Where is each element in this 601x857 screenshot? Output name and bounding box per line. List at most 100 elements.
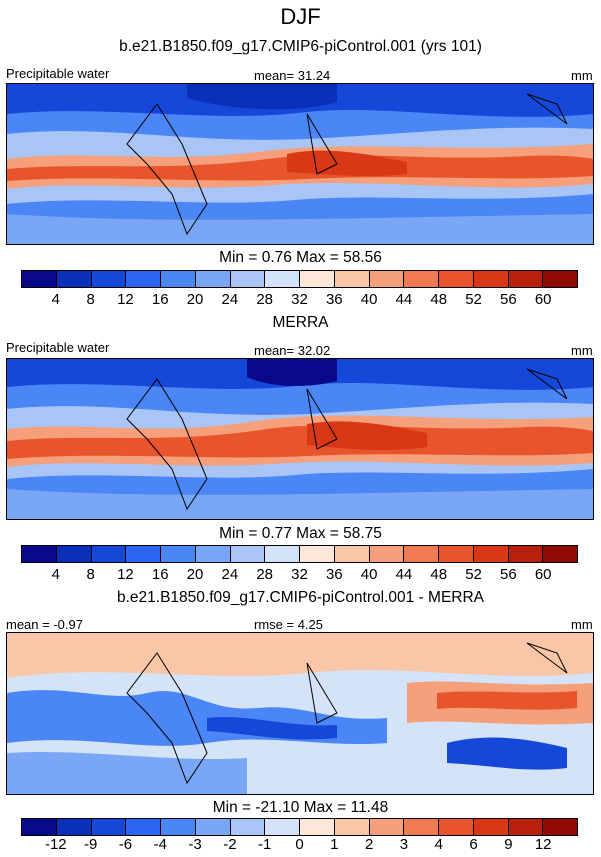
figure-title: DJF	[280, 4, 321, 29]
colorbar-box	[543, 546, 577, 562]
colorbar-tick-label: 28	[256, 291, 274, 308]
colorbar-box	[265, 546, 300, 562]
panel-2-title: MERRA	[272, 314, 329, 331]
panel-1-colorbar-ticks: 4 8 12 16 20 24 28 32 36 40 44 48 52 56 60	[21, 291, 578, 309]
panel-1-colorbar	[21, 270, 578, 288]
colorbar-tick-label: 2	[364, 836, 374, 853]
colorbar-box	[508, 546, 544, 562]
colorbar-box	[195, 819, 231, 835]
colorbar-box	[473, 819, 509, 835]
colorbar-tick-label: -1	[258, 836, 272, 853]
colorbar-tick-label: 20	[186, 291, 204, 308]
colorbar-box	[439, 819, 474, 835]
colorbar-tick-label: 56	[500, 291, 517, 308]
colorbar-box	[439, 271, 474, 287]
panel-2-units-label: mm	[571, 343, 593, 358]
colorbar-box	[265, 819, 300, 835]
colorbar-tick-label: -3	[188, 836, 202, 853]
colorbar-tick-label: 16	[151, 291, 169, 308]
colorbar-tick-label: 52	[465, 291, 482, 308]
colorbar-tick-label: 12	[117, 566, 134, 583]
panel-3-map-field	[7, 633, 593, 794]
colorbar-box	[161, 819, 196, 835]
colorbar-box	[369, 271, 405, 287]
colorbar-tick-label: 60	[534, 291, 552, 308]
colorbar-tick-label: 28	[256, 566, 274, 583]
colorbar-tick-label: 0	[295, 836, 304, 853]
colorbar-tick-label: 4	[51, 291, 60, 308]
colorbar-box	[195, 271, 231, 287]
colorbar-tick-label: 40	[360, 566, 378, 583]
colorbar-tick-label: 36	[325, 291, 343, 308]
colorbar-tick-label: 20	[186, 566, 204, 583]
colorbar-box	[56, 546, 92, 562]
colorbar-tick-label: 4	[51, 566, 60, 583]
colorbar-tick-label: 24	[221, 291, 239, 308]
colorbar-tick-label: 44	[395, 291, 413, 308]
panel-1-minmax: Min = 0.76 Max = 58.56	[219, 249, 382, 266]
colorbar-box	[334, 271, 370, 287]
panel-1-title: b.e21.B1850.f09_g17.CMIP6-piControl.001 …	[119, 38, 482, 55]
colorbar-tick-label: 12	[534, 836, 552, 853]
colorbar-box	[91, 546, 127, 562]
colorbar-tick-label: 48	[430, 566, 448, 583]
colorbar-tick-label: -2	[223, 836, 237, 853]
colorbar-box	[91, 271, 127, 287]
colorbar-box	[404, 546, 439, 562]
panel-3-mean-label: mean = -0.97	[6, 617, 83, 632]
colorbar-tick-label: 56	[500, 566, 517, 583]
colorbar-box	[126, 271, 161, 287]
colorbar-tick-label: 9	[504, 836, 513, 853]
colorbar-box	[195, 546, 231, 562]
panel-3-minmax: Min = -21.10 Max = 11.48	[212, 799, 389, 816]
colorbar-tick-label: 40	[360, 291, 378, 308]
panel-3-title: b.e21.B1850.f09_g17.CMIP6-piControl.001 …	[116, 589, 485, 606]
panel-3-rmse-label: rmse = 4.25	[254, 617, 324, 632]
colorbar-box	[300, 271, 335, 287]
colorbar-box	[56, 819, 92, 835]
colorbar-tick-label: 32	[291, 291, 308, 308]
colorbar-tick-label: 36	[325, 566, 343, 583]
colorbar-tick-label: -4	[153, 836, 167, 853]
colorbar-tick-label: 8	[86, 291, 95, 308]
colorbar-box	[508, 271, 544, 287]
panel-2-mean-label: mean= 32.02	[254, 343, 331, 358]
colorbar-box	[334, 546, 370, 562]
panel-1-map	[6, 83, 594, 245]
colorbar-tick-label: 48	[430, 291, 448, 308]
panel-2-colorbar	[21, 545, 578, 563]
colorbar-box	[369, 819, 405, 835]
colorbar-box	[473, 546, 509, 562]
panel-1-variable-label: Precipitable water	[6, 66, 110, 81]
colorbar-box	[543, 819, 577, 835]
colorbar-tick-label: 3	[399, 836, 409, 853]
colorbar-tick-label: -6	[118, 836, 133, 853]
colorbar-box	[22, 546, 57, 562]
colorbar-box	[91, 819, 127, 835]
panel-2-variable-label: Precipitable water	[6, 340, 110, 355]
colorbar-tick-label: 60	[534, 566, 552, 583]
colorbar-box	[161, 271, 196, 287]
colorbar-box	[508, 819, 544, 835]
colorbar-tick-label: 24	[221, 566, 239, 583]
colorbar-box	[300, 819, 335, 835]
colorbar-box	[300, 546, 335, 562]
colorbar-box	[22, 819, 57, 835]
colorbar-tick-label: 44	[395, 566, 413, 583]
colorbar-tick-label: 52	[465, 566, 482, 583]
colorbar-box	[334, 819, 370, 835]
panel-3-colorbar	[21, 818, 578, 836]
colorbar-tick-label: 12	[117, 291, 134, 308]
panel-3-units-label: mm	[571, 617, 593, 632]
colorbar-box	[56, 271, 92, 287]
colorbar-box	[126, 819, 161, 835]
colorbar-box	[230, 819, 266, 835]
colorbar-box	[161, 546, 196, 562]
panel-1-map-field	[7, 84, 593, 244]
colorbar-box	[404, 271, 439, 287]
colorbar-box	[473, 271, 509, 287]
colorbar-box	[543, 271, 577, 287]
panel-3-map	[6, 632, 594, 795]
colorbar-tick-label: 32	[291, 566, 308, 583]
panel-2-colorbar-ticks: 4 8 12 16 20 24 28 32 36 40 44 48 52 56 60	[21, 566, 578, 584]
